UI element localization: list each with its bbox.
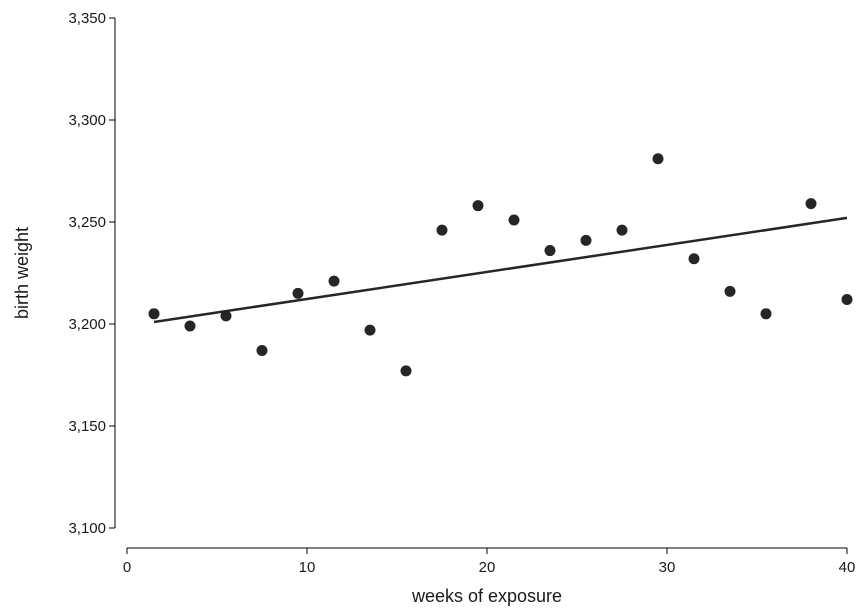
data-point	[652, 153, 664, 165]
y-tick-label: 3,350	[68, 10, 106, 27]
fit-line	[153, 216, 848, 324]
data-point	[184, 320, 196, 332]
x-axis-title: weeks of exposure	[411, 586, 562, 606]
data-point	[400, 365, 412, 377]
data-point	[328, 275, 340, 287]
y-axis-title: birth weight	[12, 227, 32, 319]
x-tick-label: 20	[479, 559, 496, 576]
plot-area	[148, 153, 853, 377]
y-tick-label: 3,200	[68, 316, 106, 333]
y-tick-label: 3,250	[68, 214, 106, 231]
data-point	[472, 200, 484, 212]
data-point	[760, 308, 772, 320]
data-point	[508, 214, 520, 226]
data-point	[220, 310, 232, 322]
data-point	[544, 245, 556, 257]
data-point	[364, 324, 376, 336]
data-point	[616, 224, 628, 236]
data-point	[805, 198, 817, 210]
data-point	[841, 294, 853, 306]
data-point	[580, 234, 592, 246]
x-tick-label: 30	[659, 559, 676, 576]
data-point	[436, 224, 448, 236]
data-point	[256, 345, 268, 357]
data-point	[724, 285, 736, 297]
x-tick-label: 0	[123, 559, 131, 576]
data-point	[292, 287, 304, 299]
data-point	[688, 253, 700, 265]
x-tick-label: 40	[839, 559, 856, 576]
data-point	[148, 308, 160, 320]
x-axis: 0 10 20 30 40	[123, 547, 856, 576]
y-tick-label: 3,300	[68, 112, 106, 129]
y-tick-label: 3,100	[68, 520, 106, 537]
y-tick-label: 3,150	[68, 418, 106, 435]
x-tick-label: 10	[299, 559, 316, 576]
y-axis: 3,100 3,150 3,200 3,250 3,300 3,350	[68, 10, 116, 537]
